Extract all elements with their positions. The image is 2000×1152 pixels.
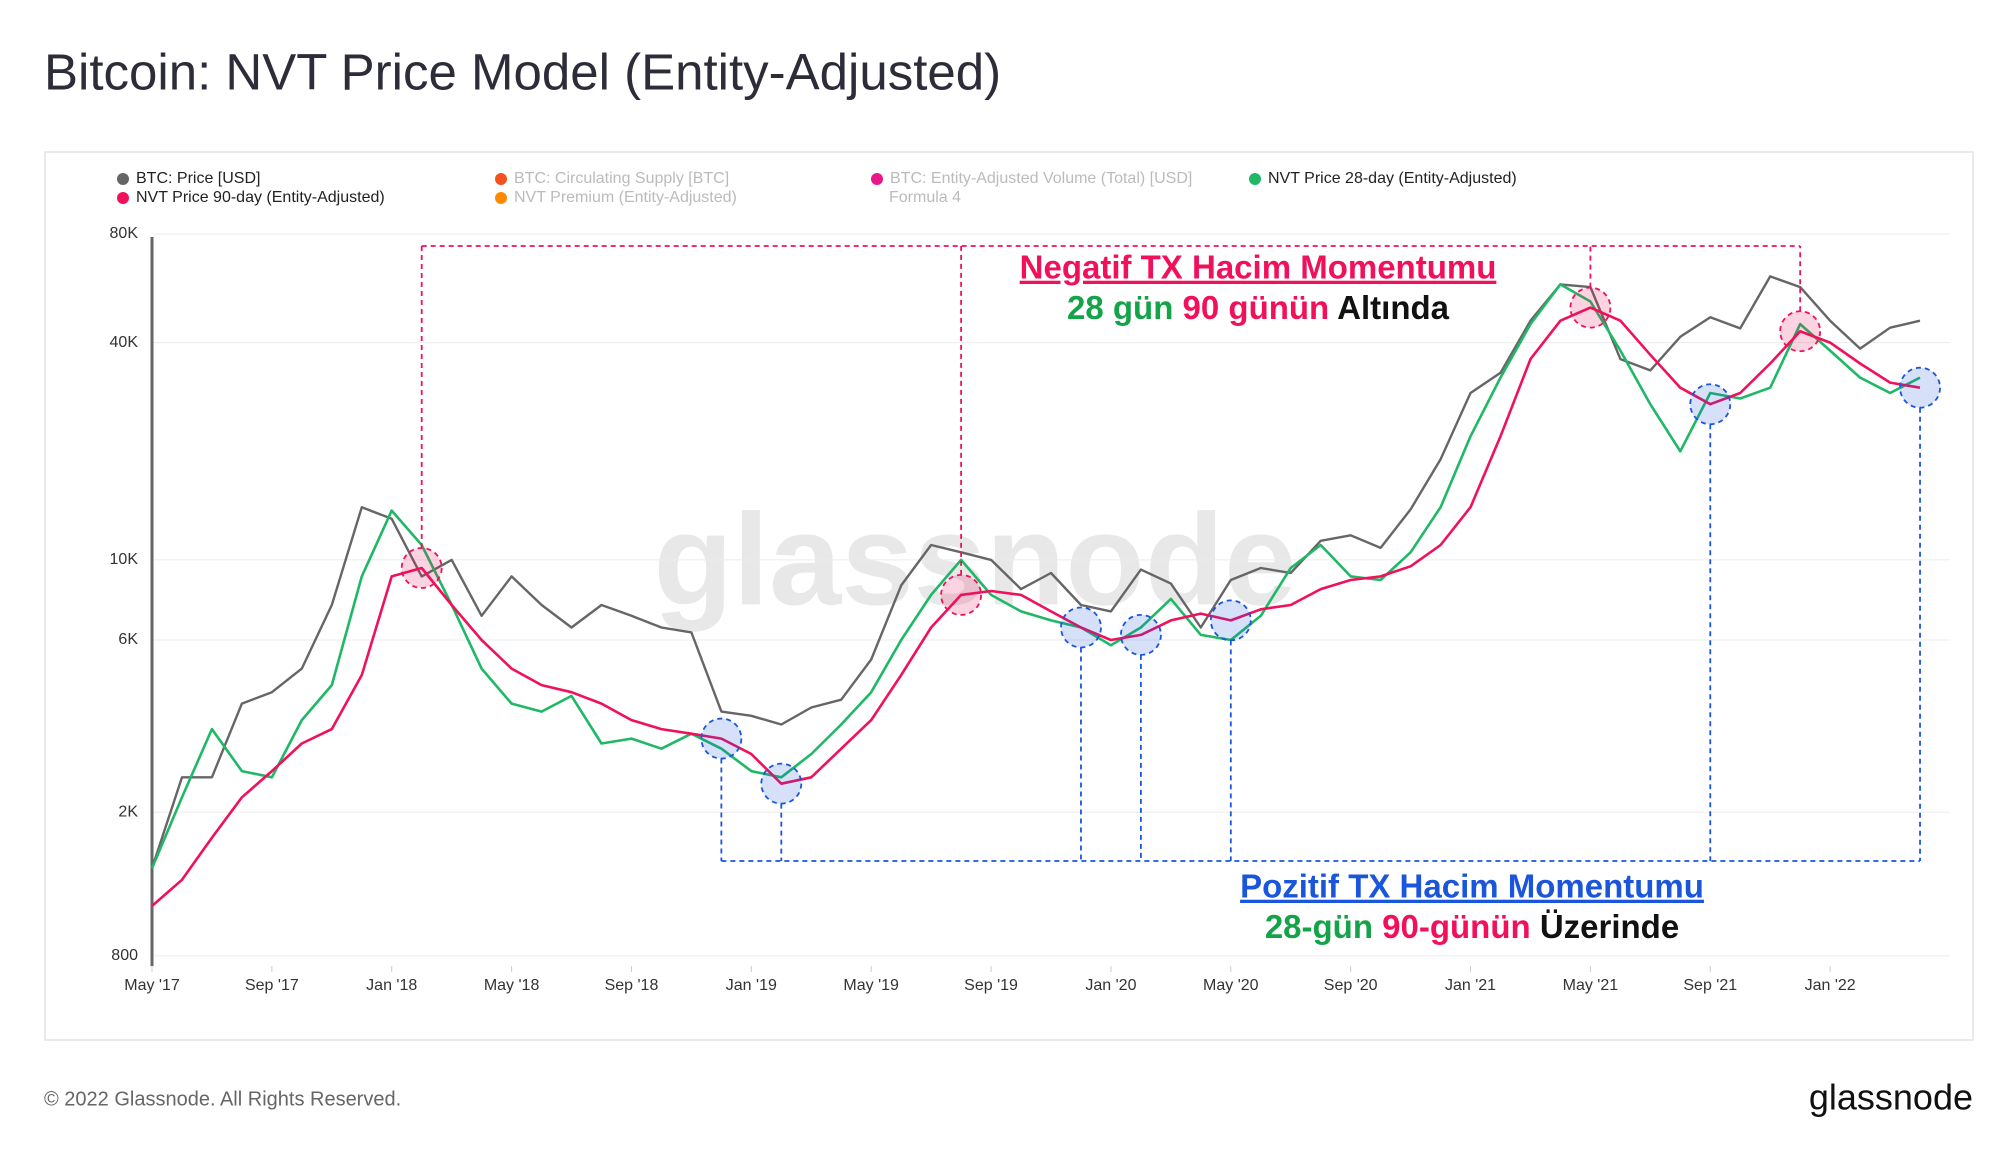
annotation-heading: Pozitif TX Hacim Momentumu xyxy=(1240,868,1704,905)
series-line xyxy=(151,306,1921,907)
x-tick-label: Sep '18 xyxy=(605,977,659,994)
legend-dot xyxy=(495,173,507,185)
plot: 800 2K 6K 10K 40K 80K May '17 Sep '17 Jan '18 May… xyxy=(110,170,1950,994)
annotation-heading: Negatif TX Hacim Momentumu xyxy=(1020,249,1497,286)
annotation-line: 28 gün 90 günün Altında xyxy=(1067,289,1450,326)
highlight-circle xyxy=(940,574,982,616)
y-tick-label: 10K xyxy=(110,551,139,568)
watermark: glassnode xyxy=(654,486,1297,632)
y-tick-label: 800 xyxy=(111,947,138,964)
x-tick-label: May '19 xyxy=(843,977,899,994)
legend-label: NVT Price 28-day (Entity-Adjusted) xyxy=(1268,170,1517,187)
x-tick-label: Jan '19 xyxy=(726,977,777,994)
legend-dot xyxy=(117,192,129,204)
x-tick-label: Sep '21 xyxy=(1683,977,1737,994)
x-tick-label: May '17 xyxy=(124,977,180,994)
legend-dot xyxy=(495,192,507,204)
highlight-circle xyxy=(1209,599,1252,642)
y-tick-label: 2K xyxy=(118,803,138,820)
legend-label: NVT Price 90-day (Entity-Adjusted) xyxy=(136,189,385,206)
annotation-part: 90 günün xyxy=(1183,289,1330,326)
page-title: Bitcoin: NVT Price Model (Entity-Adjuste… xyxy=(44,43,1001,100)
x-tick-label: Jan '21 xyxy=(1445,977,1496,994)
legend-dot xyxy=(117,173,129,185)
annotation-part: 90-günün xyxy=(1382,908,1530,945)
legend-label: BTC: Price [USD] xyxy=(136,170,260,187)
highlight-circle xyxy=(1779,310,1822,353)
highlight-circle xyxy=(1120,613,1162,656)
y-tick-label: 6K xyxy=(118,631,138,648)
y-tick-label: 40K xyxy=(110,334,139,351)
legend-dot xyxy=(1249,173,1261,185)
x-tick-label: May '20 xyxy=(1203,977,1259,994)
x-tick-label: Sep '20 xyxy=(1324,977,1378,994)
x-tick-label: May '21 xyxy=(1563,977,1619,994)
annotation-part: 28 gün xyxy=(1067,289,1173,326)
annotation-part: Altında xyxy=(1337,289,1449,326)
legend-label: Formula 4 xyxy=(889,189,961,206)
annotation-part: Üzerinde xyxy=(1540,908,1679,945)
x-tick-label: May '18 xyxy=(484,977,540,994)
legend-label: NVT Premium (Entity-Adjusted) xyxy=(514,189,737,206)
x-tick-label: Jan '20 xyxy=(1085,977,1136,994)
legend-label: BTC: Circulating Supply [BTC] xyxy=(514,170,729,187)
highlight-circle xyxy=(760,762,803,805)
highlight-circle xyxy=(1689,383,1732,426)
highlight-circle xyxy=(700,717,743,760)
series-line xyxy=(150,283,1921,869)
legend-dot xyxy=(871,173,883,185)
highlight-circle xyxy=(1899,366,1941,409)
annotation-bg xyxy=(1222,867,1722,953)
x-tick-label: Jan '22 xyxy=(1805,977,1856,994)
annotation-bg xyxy=(1008,248,1508,334)
legend-label: BTC: Entity-Adjusted Volume (Total) [USD… xyxy=(890,170,1192,187)
annotation-part: 28-gün xyxy=(1265,908,1373,945)
logo: glassnode xyxy=(1809,1077,1973,1118)
highlight-circle xyxy=(400,547,443,589)
copyright: © 2022 Glassnode. All Rights Reserved. xyxy=(44,1088,401,1110)
annotation-line: 28-gün 90-günün Üzerinde xyxy=(1265,908,1679,945)
x-tick-label: Jan '18 xyxy=(366,977,417,994)
x-tick-label: Sep '19 xyxy=(964,977,1018,994)
highlight-circle xyxy=(1569,286,1612,329)
x-tick-label: Sep '17 xyxy=(245,977,299,994)
highlight-circle xyxy=(1060,606,1102,649)
y-tick-label: 80K xyxy=(110,225,139,242)
